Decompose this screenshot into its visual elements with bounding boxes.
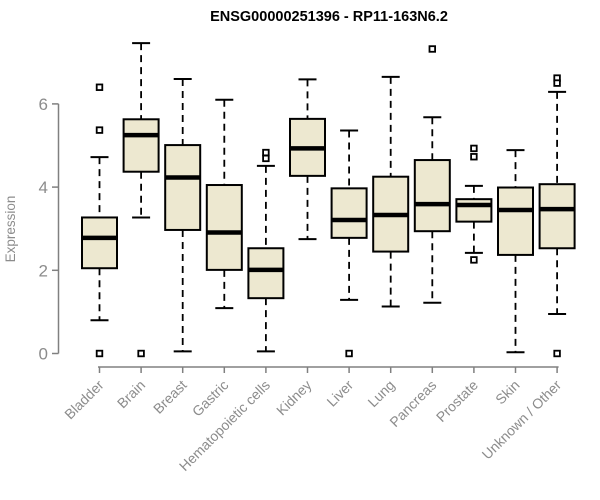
iqr-box — [247, 247, 285, 300]
outlier-square-icon — [428, 45, 436, 53]
x-tick-label: Skin — [492, 377, 523, 408]
outlier-square-icon — [95, 83, 104, 91]
box-group — [330, 129, 368, 358]
iqr-box — [538, 183, 576, 250]
x-tick-label: Kidney — [273, 377, 315, 419]
x-tick-label: Unknown / Other — [479, 377, 565, 463]
outlier-square-icon — [262, 154, 270, 163]
iqr-box — [164, 144, 202, 231]
x-tick-label: Prostate — [433, 377, 481, 425]
y-tick-label: 4 — [39, 178, 48, 197]
x-tick-label: Liver — [323, 377, 356, 410]
iqr-box — [330, 187, 368, 239]
x-tick-label: Lung — [364, 377, 397, 410]
outlier-square-icon — [95, 349, 104, 358]
box-group — [164, 77, 202, 353]
y-tick-label: 2 — [39, 261, 48, 280]
box-group — [122, 42, 160, 358]
outlier-square-icon — [553, 79, 561, 87]
iqr-box — [122, 118, 160, 173]
box-group — [81, 83, 118, 358]
outlier-square-icon — [470, 144, 478, 153]
outlier-square-icon — [470, 153, 478, 161]
box-group — [455, 144, 493, 264]
y-tick-label: 6 — [39, 95, 48, 114]
x-tick-label: Brain — [114, 377, 148, 411]
iqr-box — [455, 198, 493, 223]
outlier-square-icon — [553, 349, 561, 358]
box-group — [413, 45, 451, 304]
outlier-square-icon — [345, 349, 353, 358]
box-group — [538, 74, 576, 358]
x-tick-label: Breast — [150, 377, 190, 417]
box-group — [205, 98, 243, 310]
iqr-box — [413, 159, 451, 233]
y-axis-title: Expression — [3, 196, 18, 263]
iqr-box — [497, 186, 534, 256]
box-group — [497, 149, 534, 354]
box-group — [247, 148, 285, 353]
y-tick-label: 0 — [39, 345, 48, 364]
chart-title: ENSG00000251396 - RP11-163N6.2 — [210, 9, 448, 25]
x-tick-label: Bladder — [61, 377, 107, 423]
outlier-square-icon — [262, 148, 270, 157]
box-group — [372, 75, 410, 308]
outlier-square-icon — [137, 349, 145, 358]
iqr-box — [205, 184, 243, 271]
box-group — [289, 78, 326, 241]
iqr-box — [81, 216, 118, 270]
outlier-square-icon — [470, 256, 478, 264]
outlier-square-icon — [95, 126, 104, 134]
